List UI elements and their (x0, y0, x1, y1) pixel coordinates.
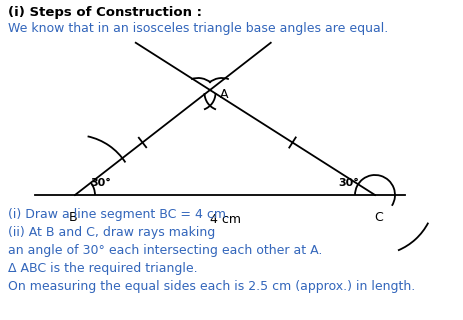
Text: We know that in an isosceles triangle base angles are equal.: We know that in an isosceles triangle ba… (8, 22, 388, 35)
Text: On measuring the equal sides each is 2.5 cm (approx.) in length.: On measuring the equal sides each is 2.5… (8, 280, 415, 293)
Text: B: B (69, 211, 77, 224)
Text: 30°: 30° (91, 178, 112, 188)
Text: A: A (220, 88, 229, 101)
Text: (ii) At B and C, draw rays making: (ii) At B and C, draw rays making (8, 226, 215, 239)
Text: 4 cm: 4 cm (209, 213, 240, 226)
Text: C: C (375, 211, 383, 224)
Text: (i) Steps of Construction :: (i) Steps of Construction : (8, 6, 202, 19)
Text: Δ ABC is the required triangle.: Δ ABC is the required triangle. (8, 262, 198, 275)
Text: (i) Draw a line segment BC = 4 cm.: (i) Draw a line segment BC = 4 cm. (8, 208, 230, 221)
Text: an angle of 30° each intersecting each other at A.: an angle of 30° each intersecting each o… (8, 244, 322, 257)
Text: 30°: 30° (338, 178, 359, 188)
